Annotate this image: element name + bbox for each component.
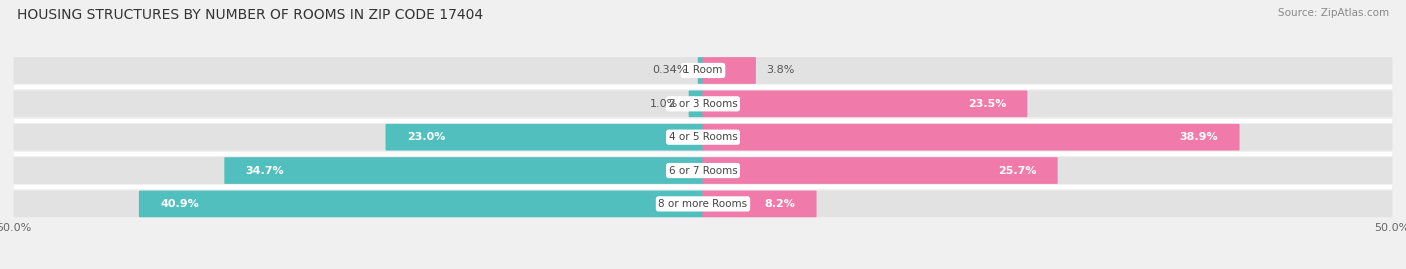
FancyBboxPatch shape [139,190,703,217]
Text: HOUSING STRUCTURES BY NUMBER OF ROOMS IN ZIP CODE 17404: HOUSING STRUCTURES BY NUMBER OF ROOMS IN… [17,8,484,22]
FancyBboxPatch shape [14,90,1392,117]
Text: 25.7%: 25.7% [998,165,1036,176]
FancyBboxPatch shape [703,57,756,84]
FancyBboxPatch shape [14,124,1392,151]
Text: 4 or 5 Rooms: 4 or 5 Rooms [669,132,737,142]
Text: 2 or 3 Rooms: 2 or 3 Rooms [669,99,737,109]
FancyBboxPatch shape [703,157,1057,184]
FancyBboxPatch shape [703,90,1028,117]
Text: 23.0%: 23.0% [406,132,446,142]
FancyBboxPatch shape [703,190,817,217]
Text: 8 or more Rooms: 8 or more Rooms [658,199,748,209]
FancyBboxPatch shape [225,157,703,184]
FancyBboxPatch shape [385,124,703,151]
Text: 23.5%: 23.5% [967,99,1007,109]
Text: 38.9%: 38.9% [1180,132,1219,142]
Text: 3.8%: 3.8% [766,65,794,76]
FancyBboxPatch shape [697,57,703,84]
Text: 34.7%: 34.7% [246,165,284,176]
Text: 6 or 7 Rooms: 6 or 7 Rooms [669,165,737,176]
Text: 0.34%: 0.34% [652,65,688,76]
FancyBboxPatch shape [703,124,1240,151]
Legend: Owner-occupied, Renter-occupied: Owner-occupied, Renter-occupied [583,266,823,269]
Text: 40.9%: 40.9% [160,199,198,209]
FancyBboxPatch shape [689,90,703,117]
Text: 1.0%: 1.0% [650,99,678,109]
FancyBboxPatch shape [14,157,1392,184]
FancyBboxPatch shape [14,57,1392,84]
Text: 1 Room: 1 Room [683,65,723,76]
Text: 8.2%: 8.2% [765,199,796,209]
Text: Source: ZipAtlas.com: Source: ZipAtlas.com [1278,8,1389,18]
FancyBboxPatch shape [14,190,1392,217]
